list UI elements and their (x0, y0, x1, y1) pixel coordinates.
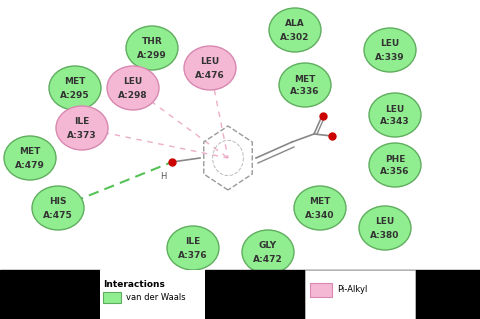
Ellipse shape (32, 186, 84, 230)
Text: LEU: LEU (380, 40, 400, 48)
Text: ILE: ILE (74, 117, 90, 127)
Ellipse shape (126, 26, 178, 70)
Ellipse shape (4, 136, 56, 180)
Ellipse shape (369, 143, 421, 187)
Text: A:356: A:356 (380, 167, 410, 176)
Text: GLY: GLY (259, 241, 277, 250)
FancyBboxPatch shape (100, 270, 205, 319)
Text: A:380: A:380 (370, 231, 400, 240)
FancyBboxPatch shape (310, 283, 332, 297)
Text: A:476: A:476 (195, 70, 225, 79)
Ellipse shape (279, 63, 331, 107)
Ellipse shape (294, 186, 346, 230)
Text: PHE: PHE (385, 154, 405, 164)
Text: A:479: A:479 (15, 160, 45, 169)
Text: A:475: A:475 (43, 211, 73, 219)
FancyBboxPatch shape (103, 292, 121, 303)
Text: A:295: A:295 (60, 91, 90, 100)
Ellipse shape (167, 226, 219, 270)
Ellipse shape (56, 106, 108, 150)
Text: HIS: HIS (49, 197, 67, 206)
Text: MET: MET (294, 75, 316, 84)
Text: THR: THR (142, 38, 162, 47)
Ellipse shape (184, 46, 236, 90)
FancyBboxPatch shape (305, 270, 415, 319)
FancyBboxPatch shape (205, 270, 480, 319)
Text: MET: MET (19, 147, 41, 157)
Text: LEU: LEU (123, 78, 143, 86)
Text: H: H (160, 172, 166, 181)
Text: A:299: A:299 (137, 50, 167, 60)
Text: A:298: A:298 (118, 91, 148, 100)
Text: LEU: LEU (385, 105, 405, 114)
Text: van der Waals: van der Waals (126, 293, 186, 302)
Text: A:339: A:339 (375, 53, 405, 62)
Ellipse shape (369, 93, 421, 137)
Text: A:302: A:302 (280, 33, 310, 41)
Text: ALA: ALA (285, 19, 305, 28)
Text: A:376: A:376 (178, 250, 208, 259)
FancyBboxPatch shape (0, 270, 100, 319)
Text: Interactions: Interactions (103, 280, 165, 289)
Text: Pi-Alkyl: Pi-Alkyl (337, 286, 367, 294)
Ellipse shape (49, 66, 101, 110)
Ellipse shape (269, 8, 321, 52)
Text: MET: MET (64, 78, 86, 86)
Ellipse shape (359, 206, 411, 250)
Text: A:340: A:340 (305, 211, 335, 219)
Text: A:373: A:373 (67, 130, 97, 139)
Ellipse shape (364, 28, 416, 72)
Text: MET: MET (309, 197, 331, 206)
Text: LEU: LEU (200, 57, 220, 66)
Text: A:472: A:472 (253, 255, 283, 263)
Ellipse shape (242, 230, 294, 274)
Text: ILE: ILE (185, 238, 201, 247)
Text: A:336: A:336 (290, 87, 320, 97)
Ellipse shape (107, 66, 159, 110)
Text: LEU: LEU (375, 218, 395, 226)
Text: A:343: A:343 (380, 117, 410, 127)
